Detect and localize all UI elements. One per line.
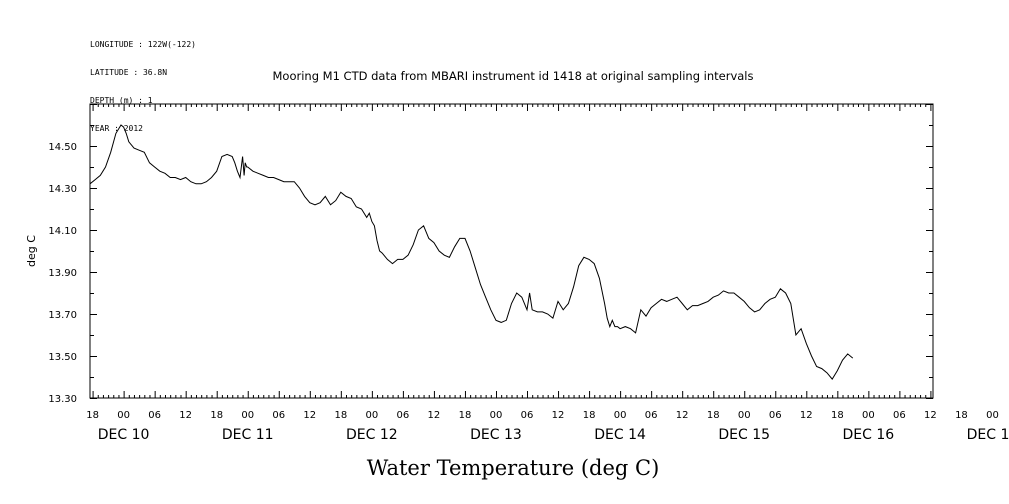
x-tick-label: 12 [552, 410, 565, 421]
x-day-labels: DEC 10 DEC 11 DEC 12 DEC 13 DEC 14 DEC 15 DEC … [98, 427, 1009, 443]
y-tick-label: 14.30 [48, 184, 77, 195]
y-axis-label: deg C [25, 235, 38, 267]
x-tick-label: 00 [241, 410, 254, 421]
x-tick-label: 06 [893, 410, 906, 421]
metadata-block: LONGITUDE : 122W(-122) LATITUDE : 36.8N … [90, 21, 196, 143]
x-day-label: DEC 17 [967, 427, 1009, 443]
y-tick-label: 13.30 [48, 394, 77, 405]
x-tick-label: 18 [707, 410, 720, 421]
x-tick-label: 00 [365, 410, 378, 421]
x-tick-label: 18 [459, 410, 472, 421]
y-tick-label: 14.50 [48, 142, 77, 153]
x-tick-label: 18 [583, 410, 596, 421]
y-tick-label: 13.50 [48, 352, 77, 363]
depth-line: DEPTH (m) : 1 [90, 96, 153, 106]
x-tick-label: 00 [117, 410, 130, 421]
x-tick-label: 12 [676, 410, 689, 421]
x-day-label: DEC 10 [98, 427, 150, 443]
x-tick-label: 18 [86, 410, 99, 421]
plot-frame [89, 103, 934, 399]
x-tick-label: 00 [490, 410, 503, 421]
year-line: YEAR : 2012 [90, 124, 143, 134]
series-line [89, 124, 854, 380]
x-tick-label: 06 [148, 410, 161, 421]
x-tick-label: 12 [428, 410, 441, 421]
x-day-label: DEC 16 [843, 427, 895, 443]
x-day-label: DEC 12 [346, 427, 398, 443]
x-tick-label: 18 [955, 410, 968, 421]
x-tick-label: 06 [645, 410, 658, 421]
x-tick-label: 12 [800, 410, 813, 421]
x-tick-label: 00 [738, 410, 751, 421]
chart-title: Mooring M1 CTD data from MBARI instrumen… [273, 69, 754, 83]
x-tick-label: 06 [521, 410, 534, 421]
y-tick-label: 13.90 [48, 268, 77, 279]
x-day-label: DEC 15 [718, 427, 770, 443]
x-day-label: DEC 14 [594, 427, 646, 443]
x-tick-label: 00 [614, 410, 627, 421]
x-tick-label: 00 [862, 410, 875, 421]
axis-ticks [90, 104, 933, 399]
x-tick-label: 12 [179, 410, 192, 421]
x-tick-label: 12 [303, 410, 316, 421]
y-tick-labels: 14.50 14.30 14.10 13.90 13.70 13.50 13.30 [48, 142, 77, 405]
x-tick-label: 18 [334, 410, 347, 421]
x-tick-label: 06 [272, 410, 285, 421]
x-day-label: DEC 13 [470, 427, 522, 443]
x-tick-label: 18 [831, 410, 844, 421]
x-tick-label: 12 [924, 410, 937, 421]
x-tick-label: 06 [769, 410, 782, 421]
x-day-label: DEC 11 [222, 427, 274, 443]
y-tick-label: 13.70 [48, 310, 77, 321]
x-axis-label: Water Temperature (deg C) [367, 456, 660, 480]
x-tick-label: 00 [986, 410, 999, 421]
latitude-line: LATITUDE : 36.8N [90, 68, 168, 78]
x-tick-labels: 18 00 06 12 18 00 06 12 18 00 06 12 18 00 06 12 18 00 06 12… [86, 410, 999, 421]
x-tick-label: 18 [210, 410, 223, 421]
longitude-line: LONGITUDE : 122W(-122) [90, 39, 196, 49]
x-tick-label: 06 [397, 410, 410, 421]
y-tick-label: 14.10 [48, 226, 77, 237]
